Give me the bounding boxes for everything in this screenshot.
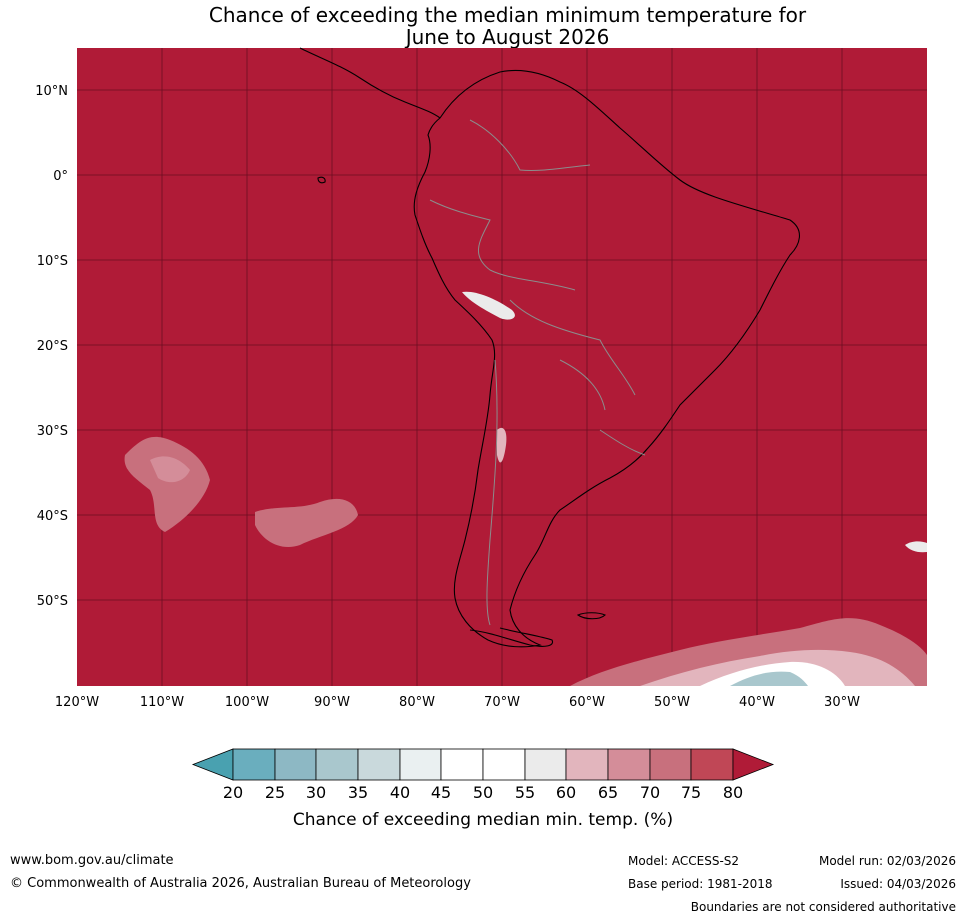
coastline-falklands [576, 612, 606, 620]
contour-patch-southern-ocean-cool [730, 671, 808, 686]
footer-issued: Issued: 04/03/2026 [840, 877, 956, 891]
colorbar-segment-30-35 [315, 748, 359, 781]
footer-model-run: Model run: 02/03/2026 [818, 854, 956, 868]
colorbar-tick-50: 50 [473, 783, 493, 802]
contour-patch-east-atlantic [905, 541, 927, 553]
border-bolivia [509, 299, 636, 396]
title-line-2: June to August 2026 [405, 25, 610, 49]
title-line-1: Chance of exceeding the median minimum t… [208, 3, 807, 27]
colorbar-arrow-high [732, 748, 775, 781]
country-borders [429, 119, 646, 626]
lon-tick-90w: 90°W [314, 695, 350, 710]
colorbar-tick-30: 30 [306, 783, 326, 802]
lon-tick-50w: 50°W [654, 695, 690, 710]
lat-tick-30s: 30°S [37, 424, 68, 439]
colorbar-tick-20: 20 [223, 783, 243, 802]
lat-tick-10n: 10°N [35, 84, 68, 99]
lon-tick-labels: 120°W 110°W 100°W 90°W 80°W 70°W 60°W 50… [55, 695, 860, 710]
colorbar-arrow-low [191, 748, 234, 781]
colorbar-tick-55: 55 [515, 783, 535, 802]
contour-patch-andes-peru [462, 291, 515, 320]
contour-patch-pacific-center [255, 498, 358, 548]
colorbar-tick-60: 60 [556, 783, 576, 802]
colorbar-tick-25: 25 [265, 783, 285, 802]
border-paraguay [559, 359, 606, 411]
border-northern [469, 119, 591, 172]
contour-patches [124, 291, 927, 686]
colorbar: 20 25 30 35 40 45 50 55 60 65 70 75 80 C… [191, 748, 775, 830]
lat-tick-labels: 10°N 0° 10°S 20°S 30°S 40°S 50°S [35, 84, 68, 609]
border-argentina [486, 359, 498, 626]
contour-patch-andes-chile [497, 427, 507, 463]
colorbar-segment-50-55 [482, 748, 526, 781]
colorbar-title: Chance of exceeding median min. temp. (%… [293, 810, 673, 830]
gridlines [77, 48, 927, 686]
lon-tick-110w: 110°W [140, 695, 184, 710]
lat-tick-0: 0° [53, 169, 68, 184]
colorbar-segment-35-40 [357, 748, 401, 781]
colorbar-segment-55-60 [524, 748, 567, 781]
footer-base-period: Base period: 1981-2018 [628, 877, 773, 891]
colorbar-segment-45-50 [440, 748, 484, 781]
lat-tick-20s: 20°S [37, 339, 68, 354]
colorbar-tick-75: 75 [681, 783, 701, 802]
colorbar-segment-75-80 [690, 748, 734, 781]
lon-tick-60w: 60°W [569, 695, 605, 710]
colorbar-tick-65: 65 [598, 783, 618, 802]
colorbar-tick-80: 80 [723, 783, 743, 802]
coastlines [299, 47, 800, 648]
coastline-tierra-del-fuego [469, 627, 554, 647]
contour-patch-pacific-west [124, 436, 210, 532]
border-andean [429, 199, 576, 291]
coastline-galapagos [317, 176, 326, 184]
colorbar-segment-25-30 [274, 748, 317, 781]
lon-tick-70w: 70°W [484, 695, 520, 710]
coastline-central-america [299, 47, 441, 119]
colorbar-segment-40-45 [399, 748, 442, 781]
lon-tick-100w: 100°W [225, 695, 269, 710]
footer-copyright: © Commonwealth of Australia 2026, Austra… [10, 876, 471, 891]
lat-tick-40s: 40°S [37, 509, 68, 524]
lat-tick-10s: 10°S [37, 254, 68, 269]
colorbar-segment-65-70 [607, 748, 651, 781]
footer-model: Model: ACCESS-S2 [628, 854, 740, 868]
colorbar-tick-40: 40 [390, 783, 410, 802]
colorbar-segment-20-25 [232, 748, 276, 781]
lat-tick-50s: 50°S [37, 594, 68, 609]
colorbar-tick-70: 70 [640, 783, 660, 802]
contour-patch-pacific-west-core [150, 456, 190, 483]
lon-tick-120w: 120°W [55, 695, 99, 710]
lon-tick-80w: 80°W [399, 695, 435, 710]
colorbar-tick-45: 45 [431, 783, 451, 802]
footer-website[interactable]: www.bom.gov.au/climate [10, 853, 174, 868]
coastline-south-america [413, 69, 800, 648]
colorbar-tick-35: 35 [348, 783, 368, 802]
colorbar-segment-70-75 [649, 748, 692, 781]
colorbar-segment-60-65 [565, 748, 609, 781]
lon-tick-40w: 40°W [739, 695, 775, 710]
footer-disclaimer: Boundaries are not considered authoritat… [690, 900, 956, 914]
lon-tick-30w: 30°W [824, 695, 860, 710]
border-uruguay [599, 429, 646, 456]
chart-title: Chance of exceeding the median minimum t… [0, 4, 965, 48]
